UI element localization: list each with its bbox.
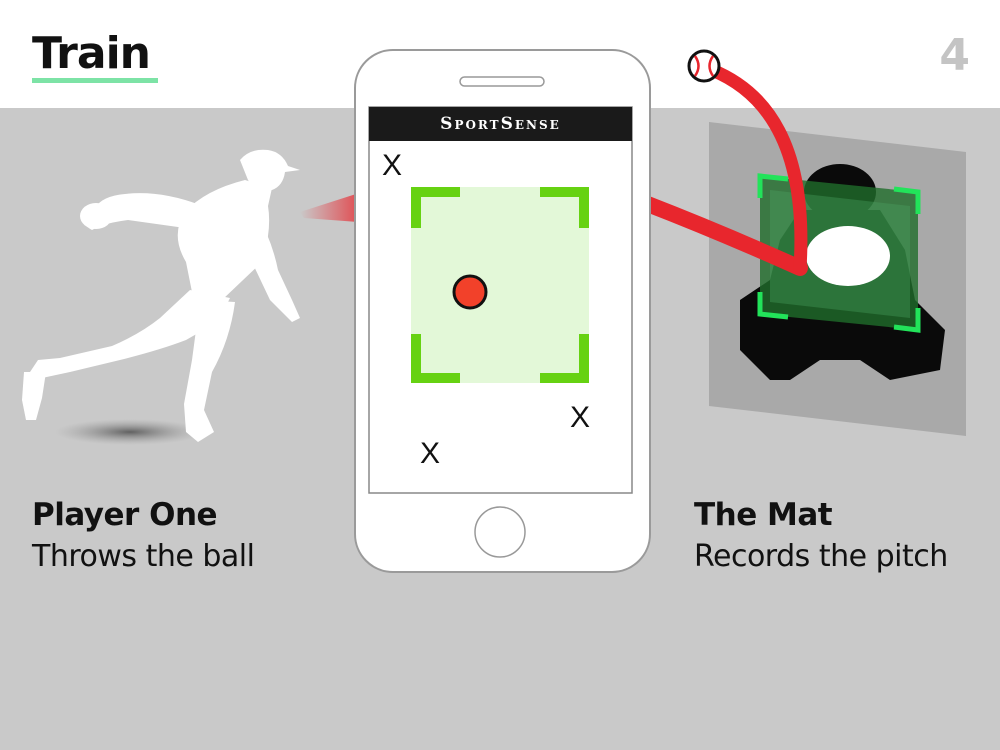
pitch-location-dot xyxy=(452,274,488,310)
slide-title: Train xyxy=(32,28,151,79)
ball-flight-arc xyxy=(705,63,808,275)
title-underline xyxy=(32,78,158,83)
player-one-caption: Player One Throws the ball xyxy=(32,494,255,578)
catcher-chest-protector xyxy=(806,226,890,286)
page-number: 4 xyxy=(939,30,970,81)
ball-trail xyxy=(300,194,358,222)
miss-marker: X xyxy=(382,149,403,182)
baseball-icon xyxy=(687,49,721,83)
pitcher-shadow xyxy=(55,419,205,445)
miss-marker: X xyxy=(420,437,441,470)
screen-strike-zone xyxy=(411,187,589,383)
screen-zone-brackets xyxy=(411,187,589,383)
pitch-trajectory xyxy=(637,195,808,276)
phone-home-button xyxy=(474,506,526,558)
mat-heading: The Mat xyxy=(694,497,833,533)
app-brand: SportSense xyxy=(440,114,561,134)
mat-caption: The Mat Records the pitch xyxy=(694,494,948,578)
pitcher-silhouette xyxy=(22,149,300,442)
player-one-heading: Player One xyxy=(32,497,218,533)
mat-zone-brackets xyxy=(757,173,921,333)
miss-marker: X xyxy=(570,401,591,434)
mat-subheading: Records the pitch xyxy=(694,539,948,574)
phone-speaker xyxy=(459,76,545,87)
app-header-bar xyxy=(369,107,632,141)
player-one-subheading: Throws the ball xyxy=(32,539,255,574)
